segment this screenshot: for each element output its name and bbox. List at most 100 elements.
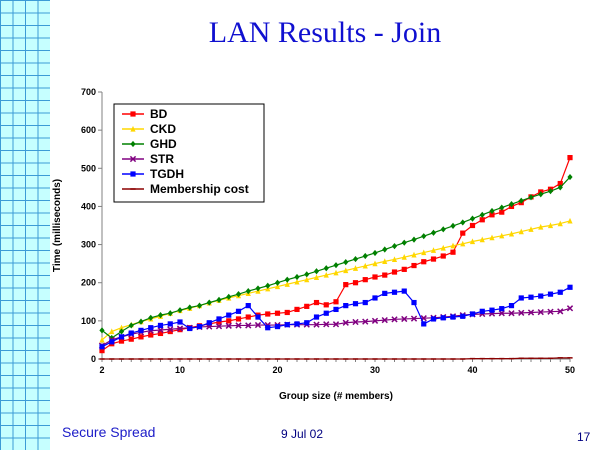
data-point-str — [410, 315, 418, 322]
data-point-bd — [460, 230, 466, 236]
data-point-tgdh — [216, 316, 222, 322]
data-point-ckd — [284, 281, 290, 287]
data-point-ckd — [411, 251, 417, 258]
data-point-ghd — [547, 188, 554, 195]
data-point-ckd — [479, 236, 485, 243]
data-point-tgdh — [489, 307, 495, 313]
data-point-tgdh — [567, 284, 573, 290]
data-point-ckd — [421, 249, 427, 256]
data-point-ckd — [343, 267, 349, 274]
data-point-tgdh — [469, 311, 476, 317]
data-point-ckd — [499, 232, 505, 239]
data-point-bd — [157, 330, 164, 337]
legend-label-membership-cost: Membership cost — [150, 182, 249, 196]
data-point-ghd — [460, 219, 466, 226]
x-tick-label: 30 — [370, 365, 380, 375]
data-point-str — [167, 326, 174, 333]
data-point-str — [254, 321, 262, 329]
data-point-str — [362, 318, 369, 325]
y-tick-label: 600 — [81, 125, 96, 135]
data-point-ghd — [304, 271, 310, 278]
data-point-tgdh — [362, 299, 368, 306]
data-point-bd — [382, 272, 388, 278]
data-point-tgdh — [557, 289, 563, 295]
data-point-ckd — [528, 226, 534, 232]
data-point-ckd — [99, 336, 105, 343]
data-point-tgdh — [274, 323, 281, 330]
data-point-ckd — [362, 262, 368, 269]
legend-label-ckd: CKD — [150, 122, 176, 136]
data-point-bd — [167, 328, 173, 335]
data-point-ckd — [508, 230, 515, 237]
data-point-ghd — [411, 236, 417, 243]
data-point-tgdh — [226, 312, 232, 318]
data-point-bd — [567, 155, 573, 161]
data-point-ghd — [479, 211, 485, 218]
footer-left-text: Secure Spread — [62, 424, 156, 440]
legend-box — [113, 103, 265, 203]
data-point-str — [342, 319, 349, 326]
data-point-ghd — [567, 173, 573, 181]
data-point-ghd — [352, 255, 359, 263]
data-point-ckd — [313, 274, 320, 280]
data-point-ghd — [118, 328, 125, 335]
legend-marker-ghd — [130, 140, 136, 148]
data-point-str — [391, 316, 398, 323]
data-point-str — [235, 322, 242, 329]
data-point-str — [157, 326, 164, 334]
data-point-ckd — [450, 242, 456, 249]
y-tick-label: 300 — [81, 240, 96, 250]
line-chart: 0 100 200 300 400 500 600 700 2 10 20 30 40 50 Group s… — [52, 87, 575, 402]
data-point-str — [225, 322, 232, 329]
data-point-tgdh — [479, 308, 485, 314]
data-point-bd — [245, 314, 251, 320]
data-point-str — [547, 308, 554, 315]
data-point-ghd — [518, 197, 524, 204]
data-point-ghd — [508, 201, 515, 208]
data-point-str — [313, 321, 320, 328]
data-point-tgdh — [255, 314, 261, 320]
legend-marker-bd — [130, 111, 136, 117]
data-point-ckd — [430, 247, 437, 253]
data-point-ghd — [421, 233, 427, 240]
data-point-tgdh — [508, 303, 515, 309]
data-point-ghd — [294, 273, 300, 281]
data-point-bd — [216, 319, 222, 325]
data-point-tgdh — [440, 315, 446, 321]
data-point-ckd — [567, 217, 573, 224]
data-point-bd — [128, 336, 134, 342]
data-point-str — [557, 308, 564, 315]
data-point-ckd — [557, 220, 563, 227]
data-point-tgdh — [313, 314, 320, 320]
data-point-bd — [333, 299, 339, 305]
data-point-tgdh — [460, 313, 466, 319]
data-point-tgdh — [284, 322, 290, 328]
data-point-bd — [226, 318, 232, 324]
legend-marker-ckd — [130, 125, 136, 132]
x-tick-label: 2 — [99, 365, 104, 375]
data-point-ckd — [460, 240, 466, 247]
data-point-ckd — [294, 278, 300, 285]
x-tick-label: 40 — [467, 365, 477, 375]
data-point-ghd — [187, 304, 193, 311]
data-point-bd — [304, 303, 310, 309]
data-point-bd — [148, 332, 154, 338]
data-point-bd — [450, 249, 456, 255]
y-tick-label: 500 — [81, 163, 96, 173]
data-point-ghd — [528, 194, 534, 201]
data-point-bd — [313, 299, 320, 306]
data-point-tgdh — [547, 291, 554, 297]
data-point-ghd — [313, 268, 320, 275]
data-point-tgdh — [109, 339, 115, 345]
data-point-str — [498, 310, 505, 317]
data-point-ghd — [265, 282, 271, 289]
data-point-ghd — [226, 293, 232, 300]
data-point-bd — [391, 269, 398, 275]
data-point-ghd — [109, 334, 115, 342]
data-point-ckd — [518, 228, 524, 235]
data-point-bd — [235, 316, 242, 322]
data-point-ghd — [440, 226, 446, 233]
data-point-tgdh — [518, 295, 524, 301]
data-point-str — [371, 317, 379, 324]
data-point-ghd — [538, 191, 544, 198]
